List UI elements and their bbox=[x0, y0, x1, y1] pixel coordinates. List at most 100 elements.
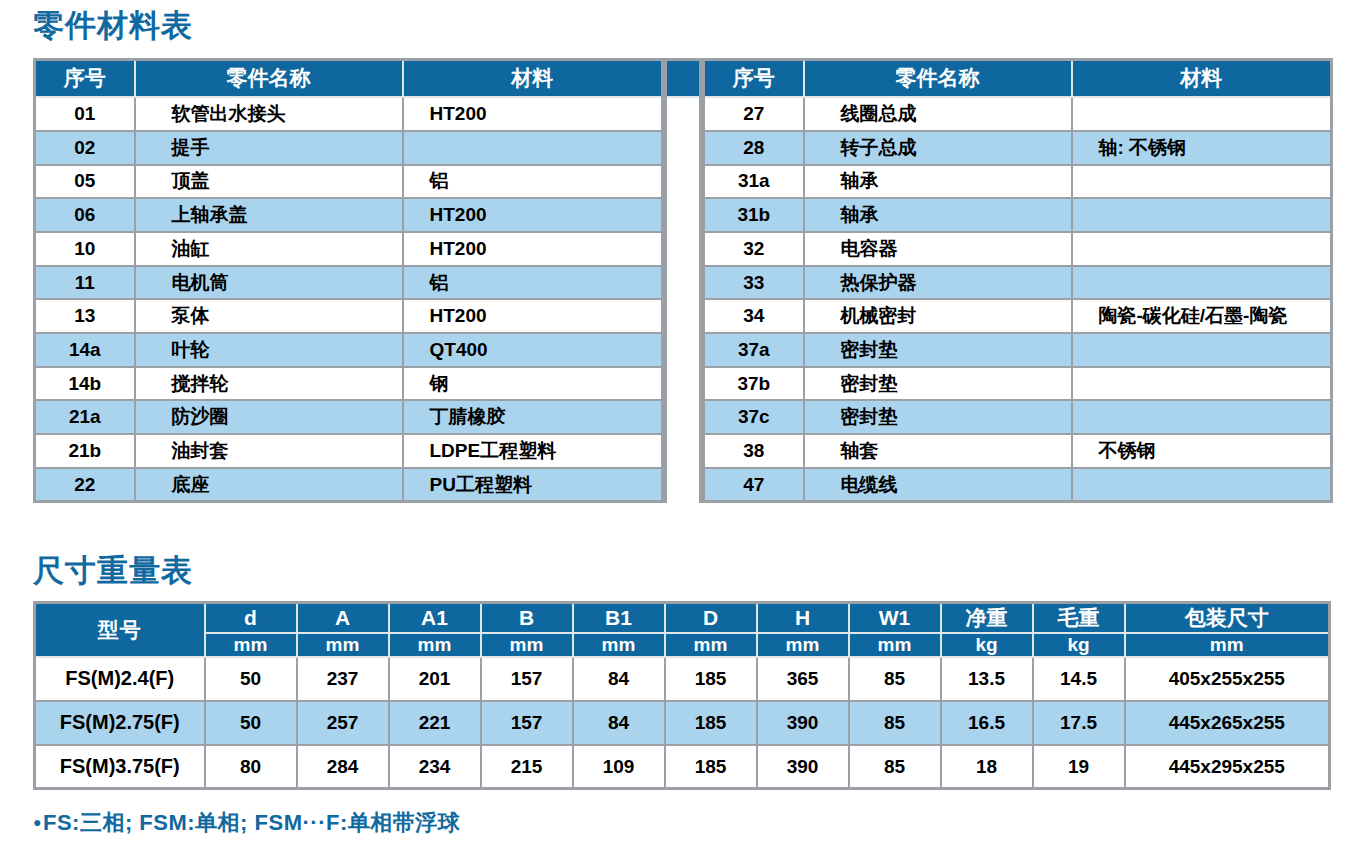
part-material bbox=[1072, 232, 1332, 266]
value-packing-size: 445x265x255 bbox=[1125, 701, 1330, 745]
size-table-unit-row: mmmmmmmmmmmmmmmmkgkgmm bbox=[35, 633, 1330, 657]
part-index: 27 bbox=[704, 97, 804, 131]
part-index: 21b bbox=[35, 434, 135, 468]
part-name: 电机筒 bbox=[135, 266, 403, 300]
value-a1: 221 bbox=[389, 701, 481, 745]
column-header-d: d bbox=[205, 602, 297, 633]
part-index: 02 bbox=[35, 131, 135, 165]
column-unit-packing-size: mm bbox=[1125, 633, 1330, 657]
column-unit-b1: mm bbox=[573, 633, 665, 657]
parts-row: 01软管出水接头HT200 bbox=[35, 97, 663, 131]
size-weight-table: 型号 dAA1BB1DHW1净重毛重包装尺寸 mmmmmmmmmmmmmmmmk… bbox=[33, 601, 1331, 791]
part-index: 14a bbox=[35, 333, 135, 367]
parts-row: 37a密封垫 bbox=[704, 333, 1332, 367]
part-name: 密封垫 bbox=[804, 400, 1072, 434]
value-b1: 84 bbox=[573, 701, 665, 745]
value-net-weight: 13.5 bbox=[941, 657, 1033, 701]
part-name: 转子总成 bbox=[804, 131, 1072, 165]
part-name: 搅拌轮 bbox=[135, 367, 403, 401]
part-index: 37b bbox=[704, 367, 804, 401]
table-gap bbox=[664, 58, 702, 504]
part-index: 13 bbox=[35, 299, 135, 333]
part-name: 热保护器 bbox=[804, 266, 1072, 300]
part-material: 不锈钢 bbox=[1072, 434, 1332, 468]
part-material: 陶瓷-碳化硅/石墨-陶瓷 bbox=[1072, 299, 1332, 333]
column-header-big-d: D bbox=[665, 602, 757, 633]
table-gap-header-cell bbox=[666, 59, 701, 97]
size-row: FS(M)2.75(F)50257221157841853908516.517.… bbox=[35, 701, 1330, 745]
value-big-d: 185 bbox=[665, 745, 757, 789]
parts-row: 33热保护器 bbox=[704, 266, 1332, 300]
part-name: 顶盖 bbox=[135, 165, 403, 199]
part-name: 上轴承盖 bbox=[135, 198, 403, 232]
model-legend-text: FS:三相; FSM:单相; FSM···F:单相带浮球 bbox=[43, 810, 460, 835]
column-unit-b: mm bbox=[481, 633, 573, 657]
parts-row: 31a轴承 bbox=[704, 165, 1332, 199]
value-a: 237 bbox=[297, 657, 389, 701]
value-w1: 85 bbox=[849, 745, 941, 789]
parts-row: 28转子总成轴: 不锈钢 bbox=[704, 131, 1332, 165]
column-unit-big-d: mm bbox=[665, 633, 757, 657]
part-material: 钢 bbox=[403, 367, 663, 401]
column-header-a1: A1 bbox=[389, 602, 481, 633]
parts-row: 22底座PU工程塑料 bbox=[35, 468, 663, 502]
column-header-a: A bbox=[297, 602, 389, 633]
part-name: 提手 bbox=[135, 131, 403, 165]
parts-row: 21b油封套LDPE工程塑料 bbox=[35, 434, 663, 468]
parts-row: 05顶盖铝 bbox=[35, 165, 663, 199]
column-header-index: 序号 bbox=[35, 59, 135, 97]
part-material: LDPE工程塑料 bbox=[403, 434, 663, 468]
part-name: 轴承 bbox=[804, 198, 1072, 232]
column-unit-w1: mm bbox=[849, 633, 941, 657]
model-cell: FS(M)2.75(F) bbox=[35, 701, 205, 745]
value-d: 50 bbox=[205, 657, 297, 701]
parts-row: 21a防沙圈丁腈橡胶 bbox=[35, 400, 663, 434]
part-material bbox=[1072, 97, 1332, 131]
column-header-material: 材料 bbox=[403, 59, 663, 97]
value-b: 157 bbox=[481, 701, 573, 745]
part-material bbox=[1072, 400, 1332, 434]
part-name: 电容器 bbox=[804, 232, 1072, 266]
parts-row: 06上轴承盖HT200 bbox=[35, 198, 663, 232]
part-name: 电缆线 bbox=[804, 468, 1072, 502]
part-material bbox=[1072, 198, 1332, 232]
part-name: 机械密封 bbox=[804, 299, 1072, 333]
parts-row: 31b轴承 bbox=[704, 198, 1332, 232]
value-packing-size: 445x295x255 bbox=[1125, 745, 1330, 789]
part-index: 47 bbox=[704, 468, 804, 502]
part-material: HT200 bbox=[403, 232, 663, 266]
part-name: 线圈总成 bbox=[804, 97, 1072, 131]
value-a1: 201 bbox=[389, 657, 481, 701]
parts-row: 27线圈总成 bbox=[704, 97, 1332, 131]
part-name: 轴套 bbox=[804, 434, 1072, 468]
parts-row: 32电容器 bbox=[704, 232, 1332, 266]
part-material: PU工程塑料 bbox=[403, 468, 663, 502]
part-material bbox=[1072, 165, 1332, 199]
part-index: 37a bbox=[704, 333, 804, 367]
column-unit-a: mm bbox=[297, 633, 389, 657]
model-legend-note: ●FS:三相; FSM:单相; FSM···F:单相带浮球 bbox=[33, 808, 1330, 838]
parts-table-left-header-row: 序号 零件名称 材料 bbox=[35, 59, 663, 97]
value-gross-weight: 14.5 bbox=[1033, 657, 1125, 701]
value-net-weight: 16.5 bbox=[941, 701, 1033, 745]
part-name: 油封套 bbox=[135, 434, 403, 468]
column-header-part-name: 零件名称 bbox=[804, 59, 1072, 97]
value-a: 284 bbox=[297, 745, 389, 789]
part-index: 31b bbox=[704, 198, 804, 232]
parts-row: 10油缸HT200 bbox=[35, 232, 663, 266]
part-name: 泵体 bbox=[135, 299, 403, 333]
parts-row: 11电机筒铝 bbox=[35, 266, 663, 300]
parts-row: 38轴套不锈钢 bbox=[704, 434, 1332, 468]
column-unit-h: mm bbox=[757, 633, 849, 657]
part-material bbox=[1072, 468, 1332, 502]
part-name: 油缸 bbox=[135, 232, 403, 266]
part-index: 14b bbox=[35, 367, 135, 401]
part-index: 10 bbox=[35, 232, 135, 266]
parts-material-table-title: 零件材料表 bbox=[33, 8, 1330, 44]
part-index: 05 bbox=[35, 165, 135, 199]
part-material: 丁腈橡胶 bbox=[403, 400, 663, 434]
column-header-b1: B1 bbox=[573, 602, 665, 633]
column-header-material: 材料 bbox=[1072, 59, 1332, 97]
table-gap-header-row bbox=[666, 59, 701, 97]
column-header-part-name: 零件名称 bbox=[135, 59, 403, 97]
